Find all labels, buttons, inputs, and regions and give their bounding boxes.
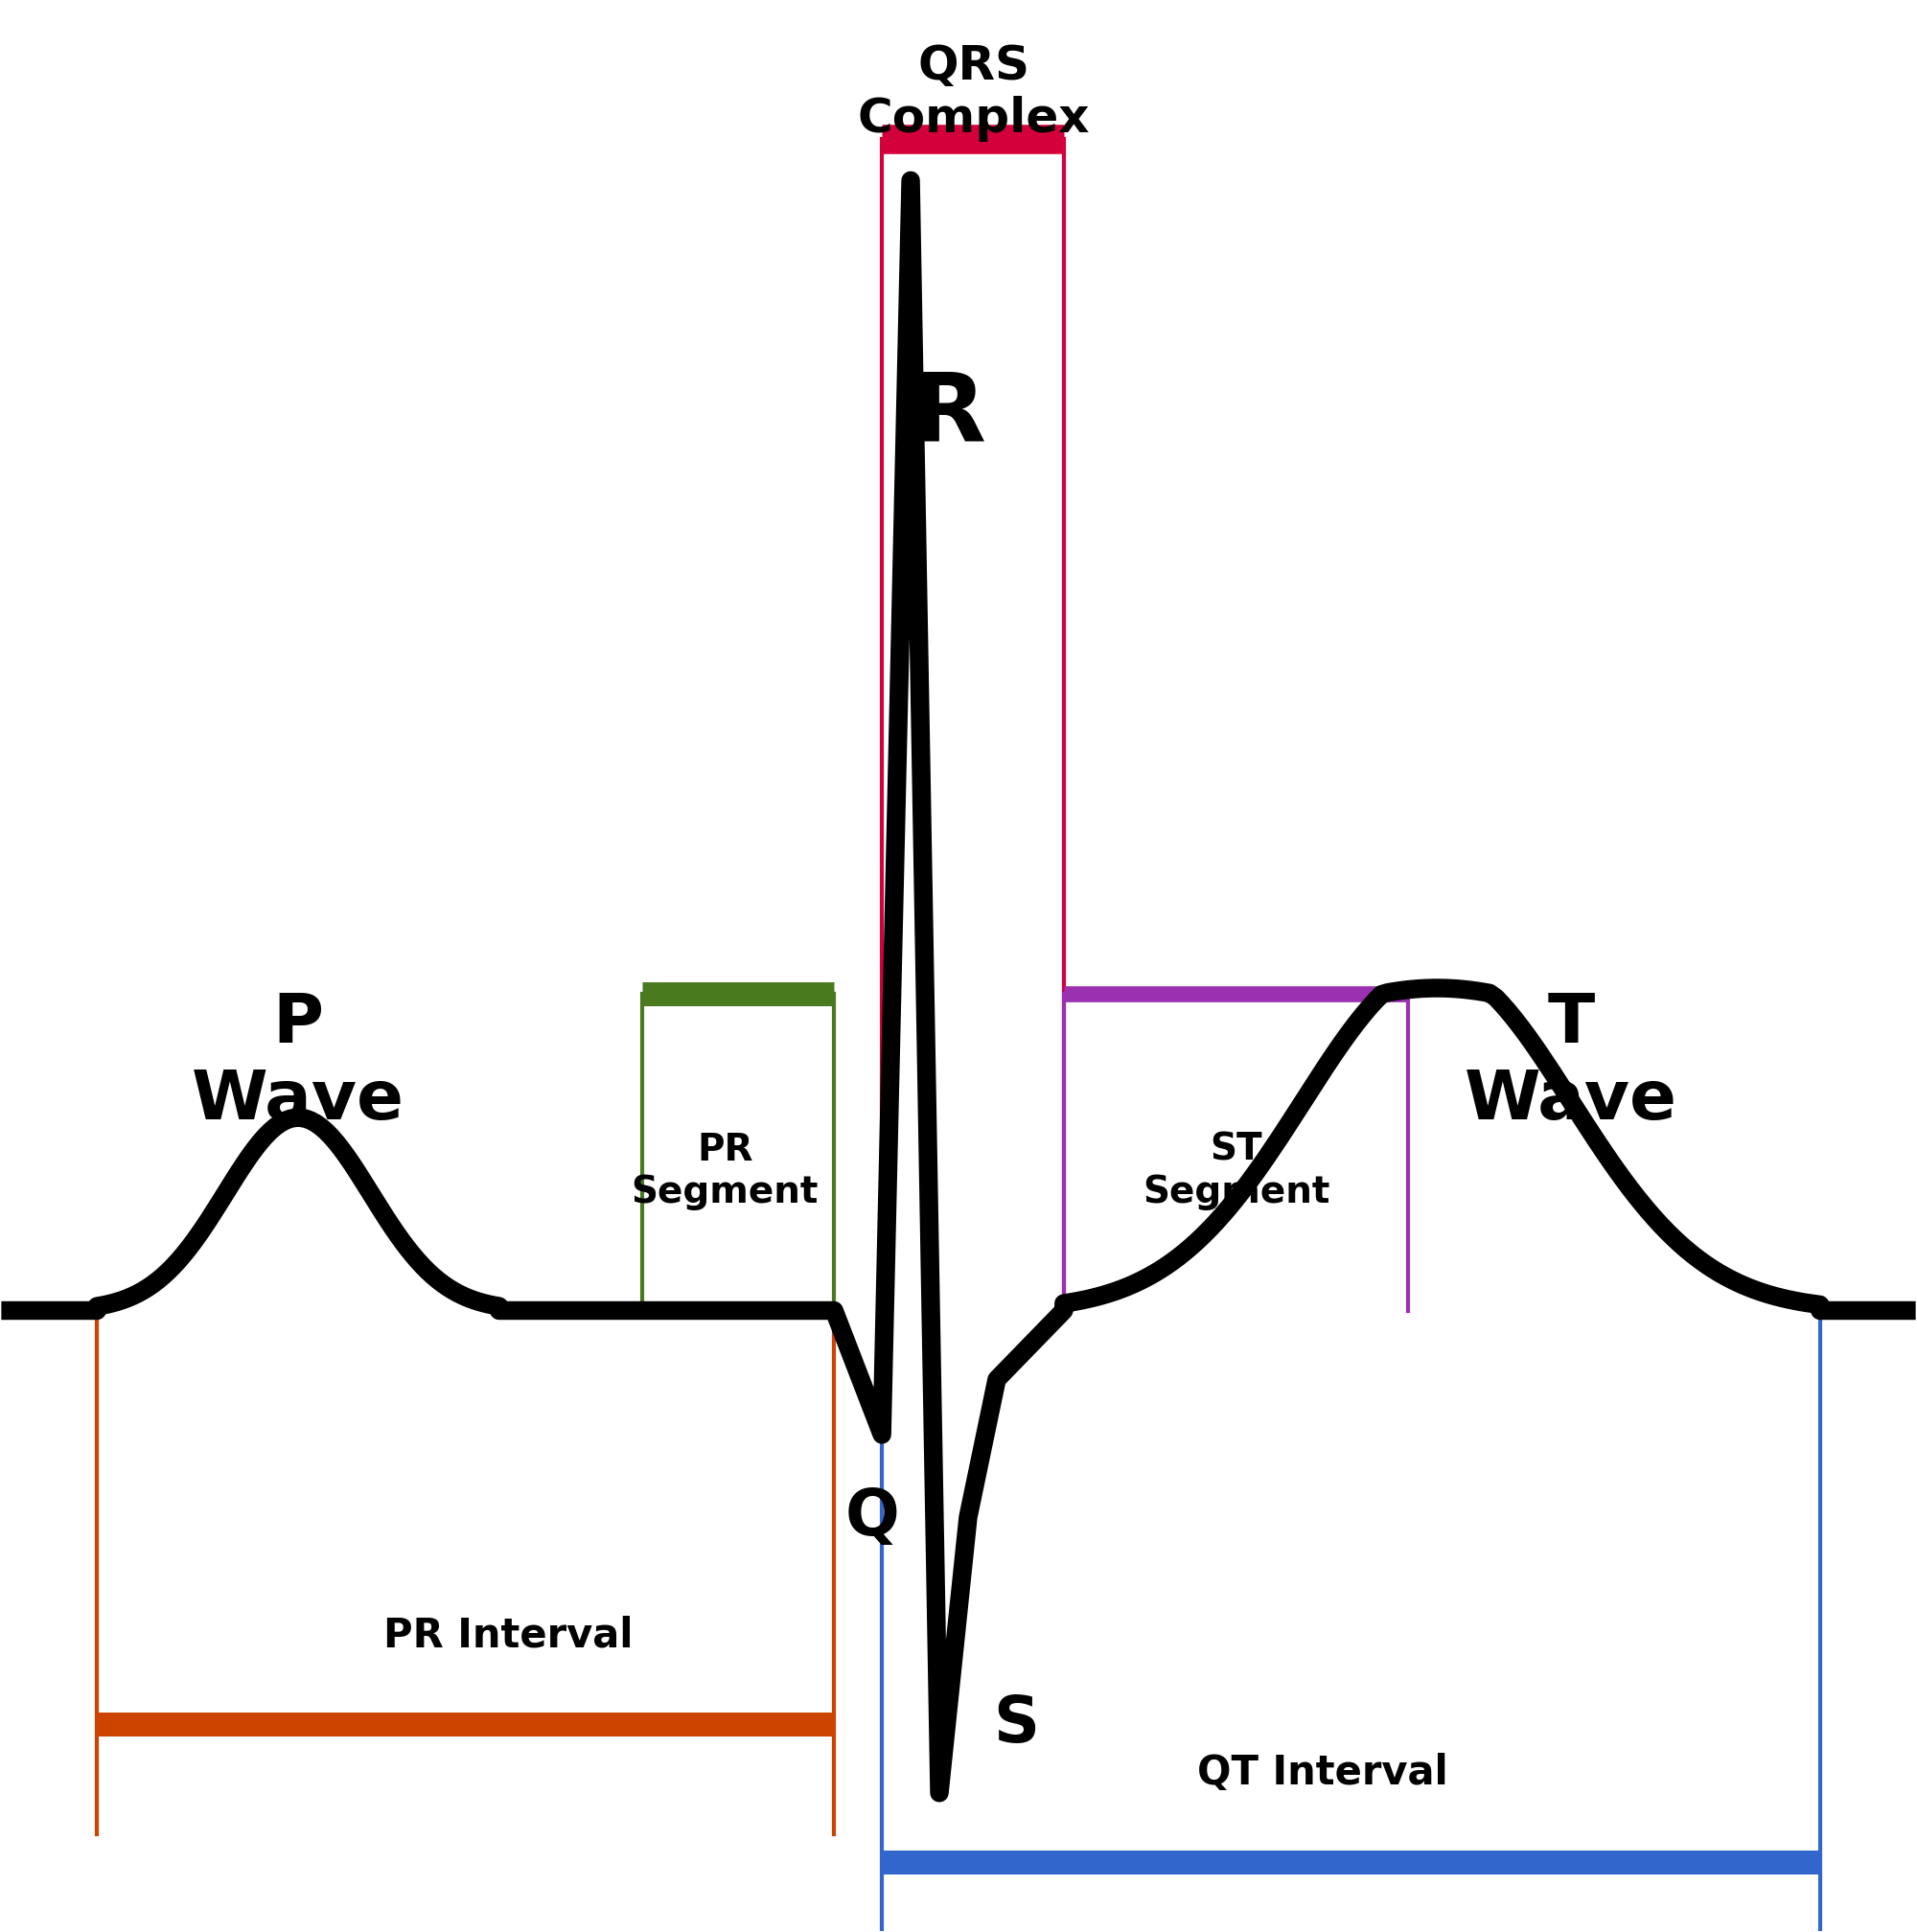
Text: QRS
Complex: QRS Complex bbox=[857, 43, 1091, 141]
Text: PR Interval: PR Interval bbox=[383, 1615, 633, 1656]
Text: Q: Q bbox=[845, 1486, 899, 1549]
Text: S: S bbox=[993, 1692, 1039, 1756]
Text: PR
Segment: PR Segment bbox=[631, 1132, 819, 1209]
Text: P
Wave: P Wave bbox=[192, 991, 404, 1134]
Text: QT Interval: QT Interval bbox=[1196, 1752, 1447, 1793]
Text: ST
Segment: ST Segment bbox=[1143, 1132, 1330, 1209]
Text: R: R bbox=[912, 369, 985, 462]
Text: T
Wave: T Wave bbox=[1465, 991, 1677, 1134]
